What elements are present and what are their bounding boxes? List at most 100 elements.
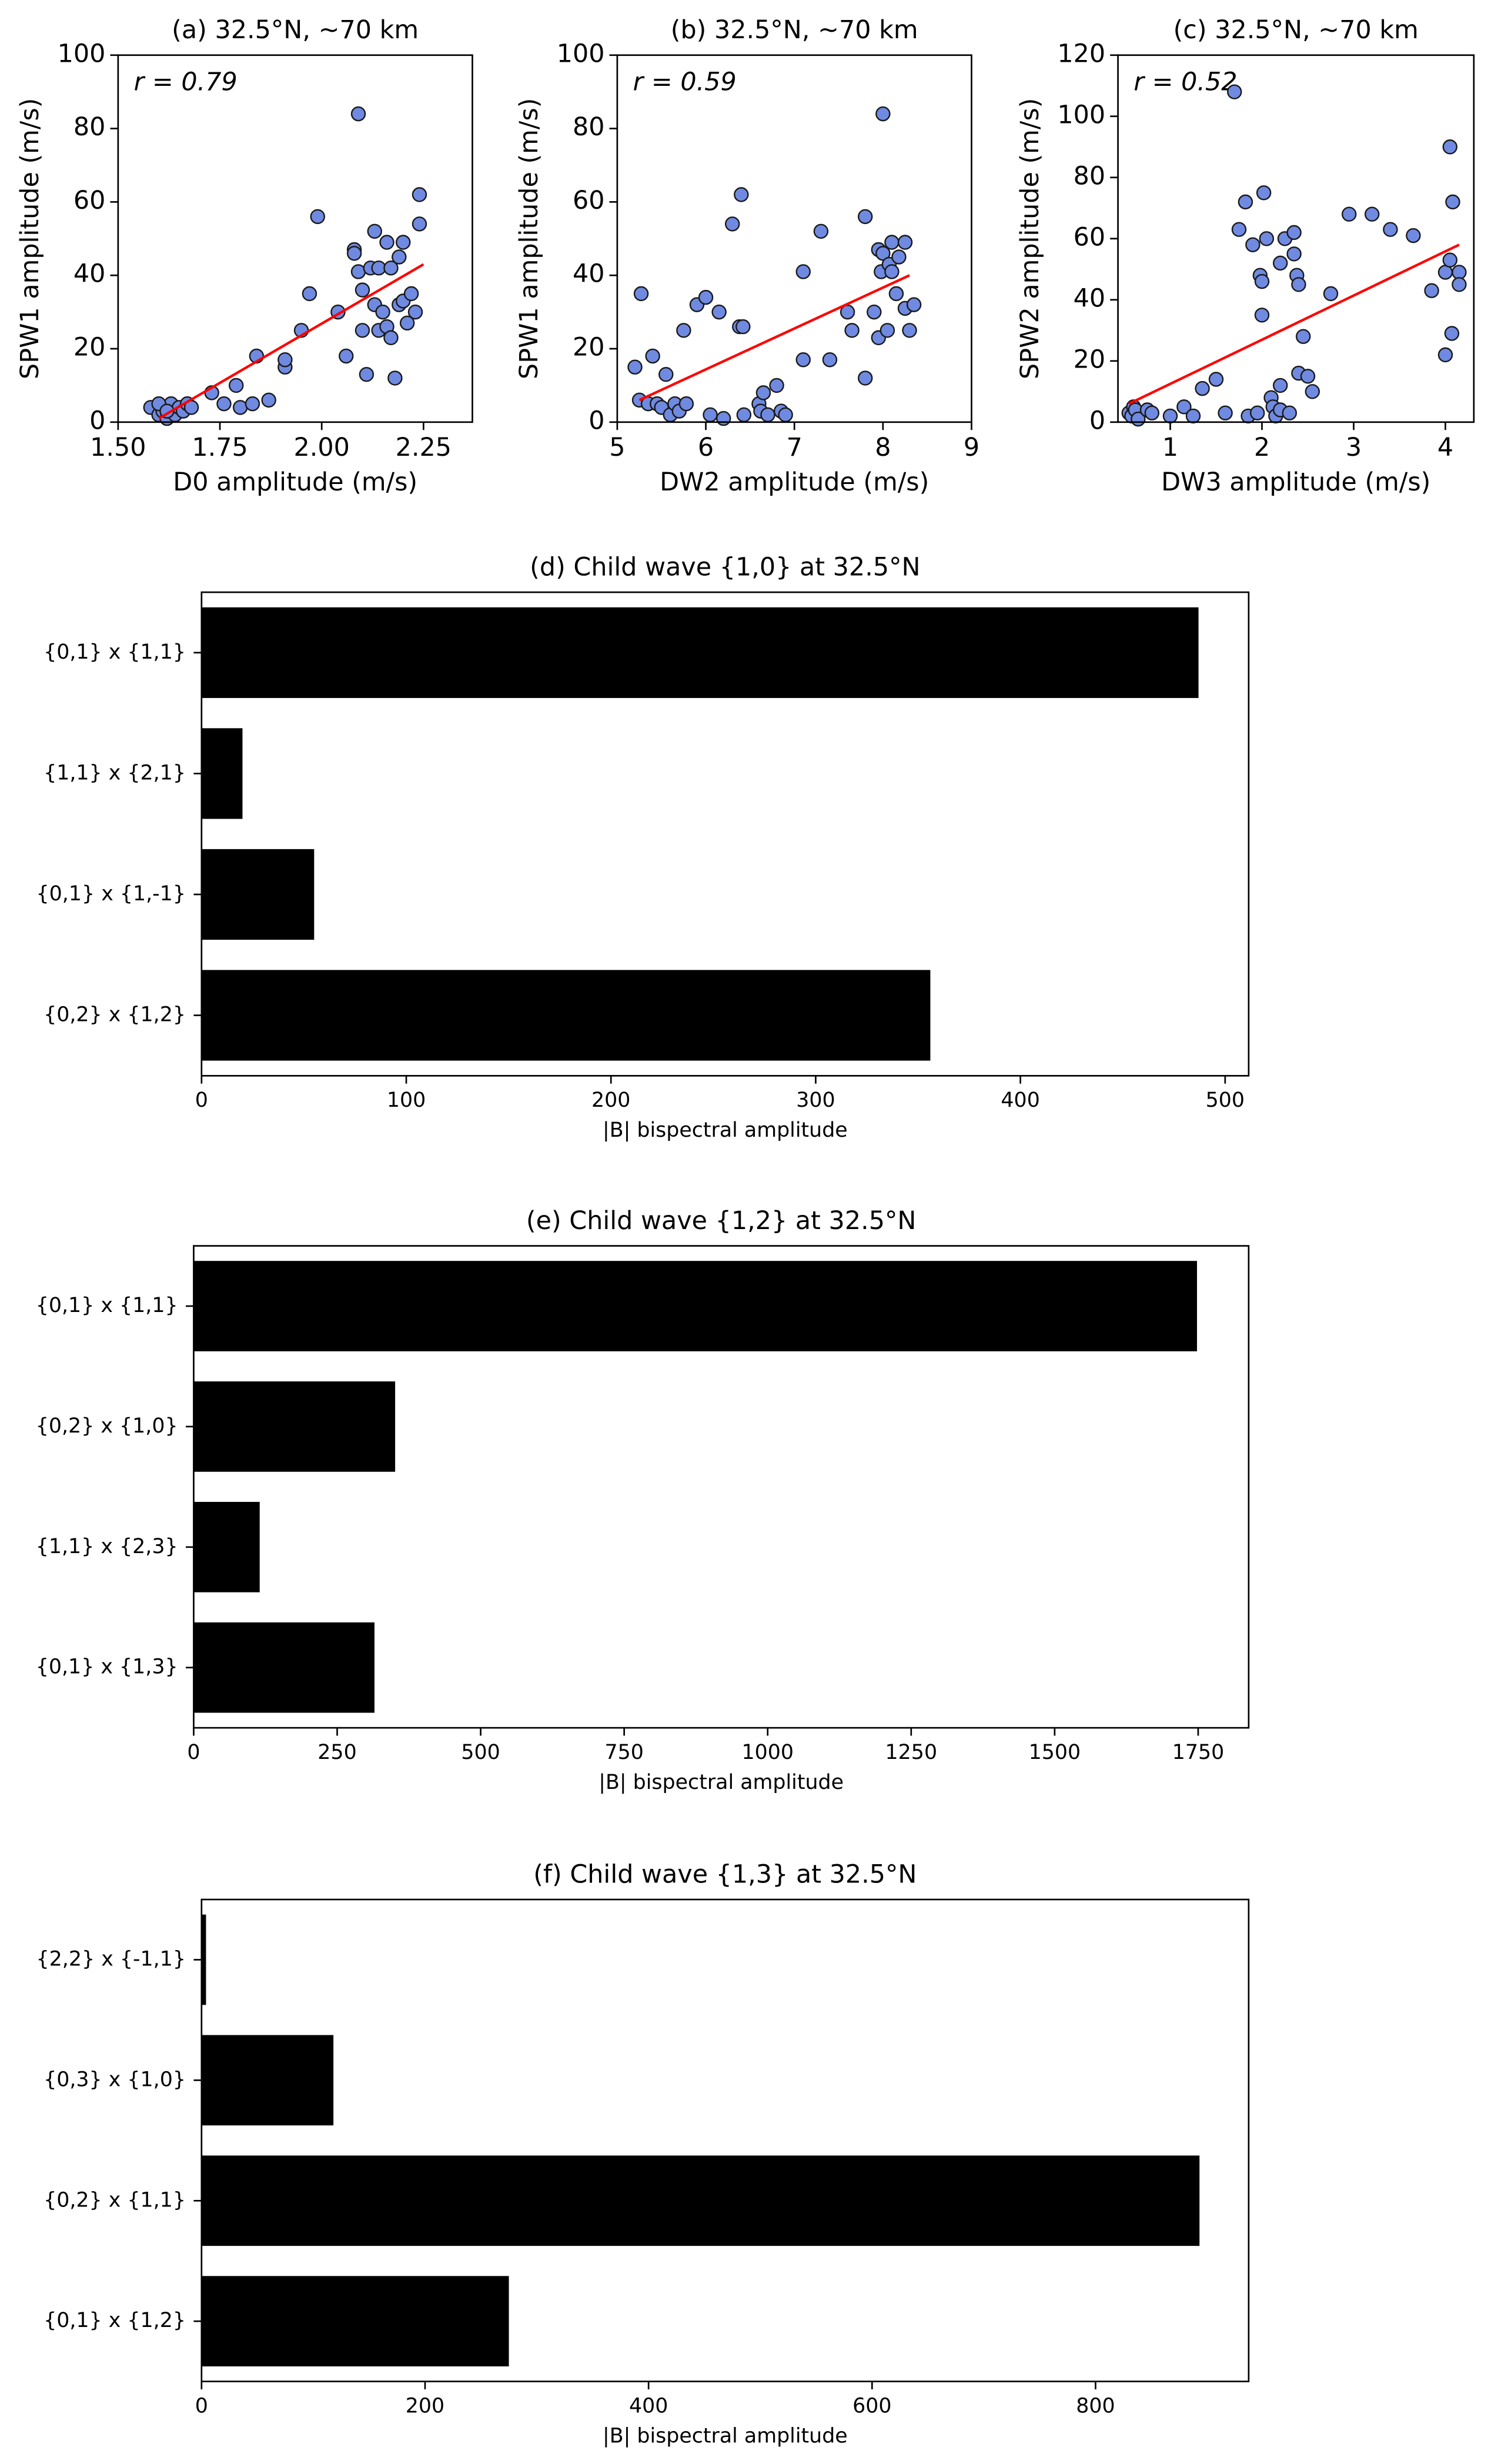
- scatter-point: [375, 304, 390, 320]
- x-tick-label: 5: [609, 433, 625, 462]
- scatter-point: [1383, 222, 1398, 237]
- scatter-point: [412, 187, 427, 202]
- scatter-point: [245, 396, 260, 412]
- scatter-point: [678, 396, 694, 412]
- y-tick-label: 60: [73, 186, 106, 215]
- scatter-point: [261, 392, 276, 408]
- scatter-point: [1296, 329, 1311, 344]
- y-tick-label: 40: [73, 259, 106, 289]
- scatter-point: [698, 289, 714, 305]
- trend-line: [1128, 243, 1460, 405]
- scatter-point: [633, 286, 649, 302]
- x-tick-label: 500: [1206, 1089, 1245, 1112]
- scatter-point: [645, 348, 660, 364]
- scatter-point: [902, 323, 917, 338]
- y-tick-label: {0,2} x {1,1}: [44, 2188, 186, 2212]
- y-tick-label: 100: [1057, 100, 1105, 129]
- scatter-point: [1342, 206, 1357, 222]
- x-tick-label: 250: [317, 1741, 356, 1764]
- scatter-point: [302, 286, 317, 302]
- scatter-point: [813, 223, 829, 239]
- scatter-point: [412, 216, 427, 232]
- scatter-point: [1437, 265, 1453, 280]
- scatter-point: [880, 323, 895, 338]
- scatter-point: [1445, 194, 1460, 210]
- scatter-point: [383, 260, 399, 276]
- bar: [201, 607, 1199, 698]
- scatter-point: [1162, 408, 1178, 424]
- scatter-point: [888, 286, 904, 302]
- y-tick-label: 100: [58, 39, 106, 68]
- scatter-point: [339, 348, 354, 364]
- scatter-point: [769, 378, 784, 393]
- scatter-point: [1208, 372, 1224, 387]
- y-tick-label: {0,2} x {1,2}: [44, 1003, 186, 1027]
- scatter-point: [1442, 252, 1458, 268]
- plot-frame: [200, 1898, 1250, 2382]
- y-tick-label: 0: [89, 406, 105, 435]
- bar: [193, 1261, 1198, 1351]
- scatter-point: [844, 323, 860, 338]
- scatter-point: [1452, 277, 1467, 292]
- y-tick-label: {0,1} x {1,1}: [36, 1294, 178, 1317]
- y-tick-label: {1,1} x {2,1}: [44, 761, 186, 784]
- scatter-point: [725, 216, 740, 232]
- scatter-point: [875, 246, 891, 261]
- scatter-point: [1406, 228, 1421, 243]
- bar: [201, 1914, 206, 2005]
- y-tick-label: {1,1} x {2,3}: [36, 1535, 178, 1558]
- scatter-point: [891, 249, 907, 265]
- plot-frame: [200, 591, 1250, 1077]
- x-tick-label: 7: [787, 433, 802, 462]
- scatter-point: [1245, 237, 1260, 252]
- scatter-point: [627, 359, 643, 375]
- y-tick-label: 100: [557, 39, 605, 68]
- scatter-point: [884, 235, 900, 250]
- scatter-point: [711, 304, 727, 320]
- scatter-point: [392, 249, 407, 265]
- x-axis-label: DW2 amplitude (m/s): [660, 468, 929, 497]
- x-axis-label: |B| bispectral amplitude: [603, 1119, 848, 1142]
- bar: [201, 2155, 1200, 2246]
- y-tick-label: {0,3} x {1,0}: [44, 2068, 186, 2091]
- bar: [201, 728, 243, 819]
- x-tick-label: 500: [461, 1741, 500, 1764]
- trend-line: [158, 263, 424, 420]
- scatter-point: [1424, 283, 1439, 298]
- scatter-point: [355, 323, 370, 338]
- plot-frame: [117, 54, 473, 423]
- x-tick-label: 800: [1076, 2394, 1115, 2418]
- scatter-point: [858, 209, 873, 225]
- scatter-point: [1238, 194, 1253, 210]
- x-tick-label: 0: [187, 1741, 200, 1764]
- x-tick-label: 1.75: [192, 433, 248, 462]
- chart-title: (c) 32.5°N, ~70 km: [1173, 15, 1419, 45]
- scatter-point: [703, 407, 718, 423]
- scatter-point: [1144, 405, 1160, 420]
- scatter-point: [1286, 246, 1302, 262]
- x-tick-label: 8: [875, 433, 891, 462]
- scatter-point: [715, 410, 731, 426]
- scatter-point: [367, 223, 382, 239]
- y-tick-label: {0,1} x {1,1}: [44, 640, 186, 664]
- scatter-point: [1254, 308, 1270, 323]
- x-tick-label: 2.25: [396, 433, 452, 462]
- x-tick-label: 600: [852, 2394, 891, 2418]
- x-axis-label: |B| bispectral amplitude: [603, 2424, 848, 2448]
- x-axis-label: D0 amplitude (m/s): [173, 468, 417, 497]
- y-tick-label: 40: [573, 259, 605, 289]
- x-axis-label: DW3 amplitude (m/s): [1161, 468, 1430, 497]
- y-axis-label: SPW1 amplitude (m/s): [514, 98, 544, 379]
- x-tick-label: 400: [629, 2394, 668, 2418]
- annotation: r = 0.79: [134, 67, 238, 96]
- y-tick-label: {0,2} x {1,0}: [36, 1414, 178, 1438]
- y-tick-label: {0,1} x {1,3}: [36, 1655, 178, 1679]
- x-tick-label: 200: [406, 2394, 444, 2418]
- scatter-point: [822, 352, 838, 368]
- x-axis-label: |B| bispectral amplitude: [598, 1771, 844, 1794]
- scatter-point: [399, 315, 415, 331]
- scatter-point: [1282, 405, 1298, 420]
- y-axis-label: SPW1 amplitude (m/s): [15, 98, 45, 379]
